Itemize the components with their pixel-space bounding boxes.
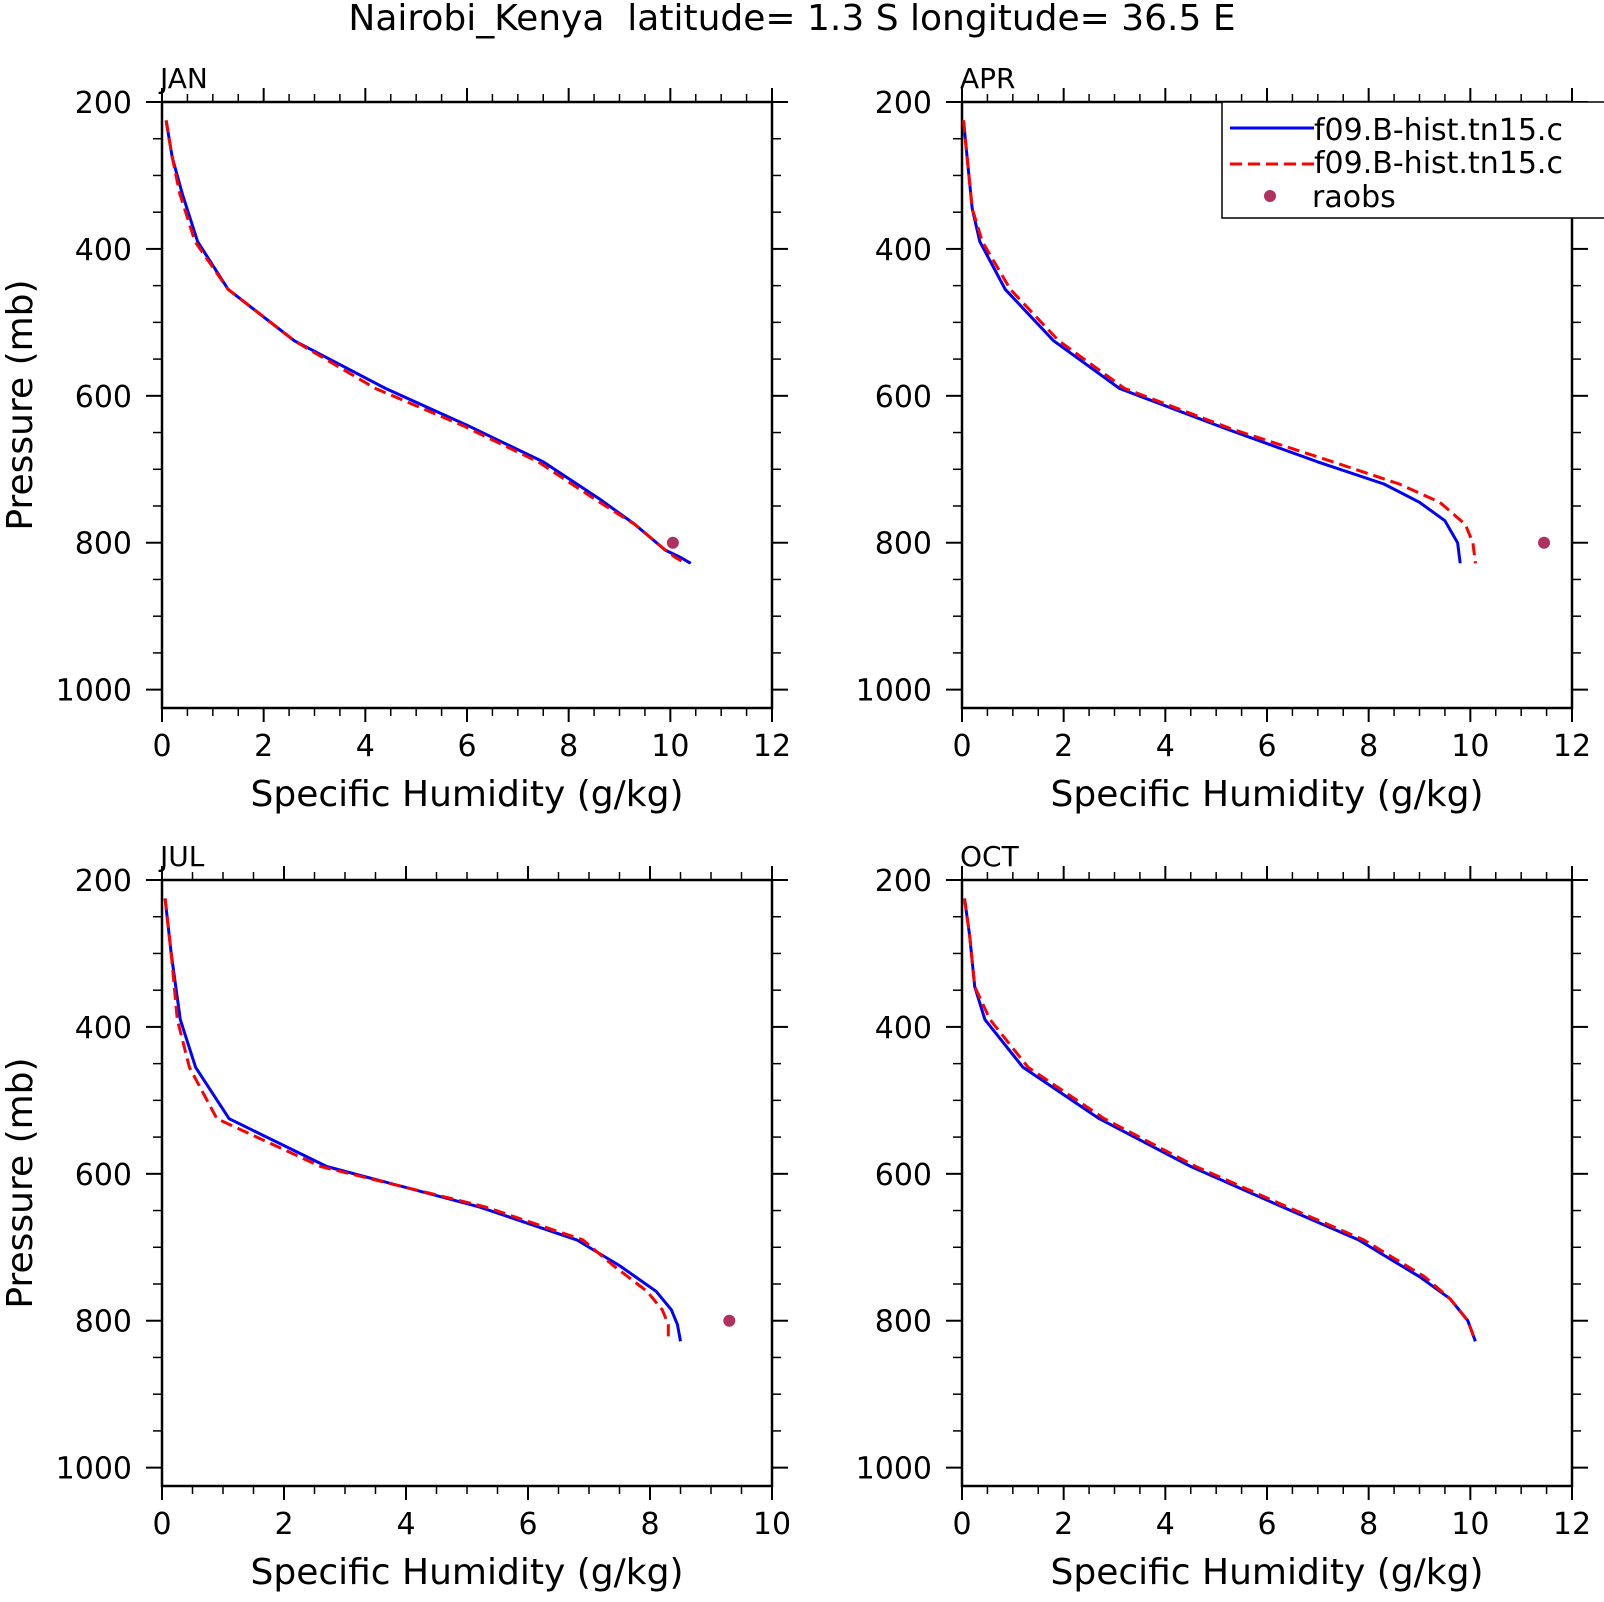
y-tick-label: 800 [875, 1305, 932, 1340]
x-axis-label: Specific Humidity (g/kg) [250, 774, 683, 815]
y-tick-label: 1000 [856, 1452, 932, 1487]
panel-title: JUL [158, 840, 205, 873]
x-axis-label: Specific Humidity (g/kg) [1050, 774, 1483, 815]
y-tick-label: 600 [875, 1158, 932, 1193]
x-tick-label: 0 [152, 1507, 171, 1542]
x-tick-label: 2 [1054, 729, 1073, 764]
raobs-point [666, 536, 679, 549]
y-tick-label: 800 [875, 527, 932, 562]
legend-label-3: raobs [1312, 180, 1396, 215]
panel-title: APR [960, 62, 1016, 95]
legend-label-1: f09.B-hist.tn15.c [1314, 113, 1563, 148]
x-tick-label: 12 [753, 729, 791, 764]
series-line-dashed [163, 898, 670, 1342]
x-tick-label: 0 [952, 729, 971, 764]
panel-jul: JUL 0 2 4 6 8 10 200 400 600 800 1000 Specific Humid… [0, 840, 791, 1593]
x-tick-label: 4 [1156, 1507, 1175, 1542]
x-tick-label: 6 [1257, 729, 1276, 764]
plot-frame [960, 878, 1574, 1488]
series-line-solid [963, 898, 1477, 1342]
x-tick-label: 10 [1451, 729, 1489, 764]
series-line-solid [163, 898, 682, 1342]
x-tick-label: 2 [1054, 1507, 1073, 1542]
panel-apr: APR 0 2 4 6 8 10 12 200 400 600 800 1000 Specific Hum… [856, 62, 1591, 815]
x-tick-label: 8 [1359, 729, 1378, 764]
y-tick-label: 200 [75, 864, 132, 899]
series-line-dashed [164, 120, 687, 565]
y-tick-label: 1000 [56, 674, 132, 709]
y-tick-label: 600 [75, 380, 132, 415]
y-axis-label: Pressure (mb) [0, 279, 41, 530]
x-tick-label: 0 [952, 1507, 971, 1542]
x-tick-label: 12 [1553, 1507, 1591, 1542]
y-tick-label: 800 [75, 1305, 132, 1340]
y-axis-label: Pressure (mb) [0, 1057, 41, 1308]
panel-title: OCT [960, 840, 1020, 873]
raobs-point [1538, 536, 1551, 549]
x-tick-label: 4 [356, 729, 375, 764]
y-tick-label: 200 [875, 86, 932, 121]
x-tick-label: 2 [274, 1507, 293, 1542]
x-tick-label: 4 [396, 1507, 415, 1542]
x-tick-label: 10 [1451, 1507, 1489, 1542]
y-tick-label: 800 [75, 527, 132, 562]
legend: f09.B-hist.tn15.c f09.B-hist.tn15.c raob… [1221, 101, 1604, 219]
raobs-point [723, 1314, 736, 1327]
x-axis-label: Specific Humidity (g/kg) [1050, 1552, 1483, 1593]
y-tick-label: 200 [875, 864, 932, 899]
panel-jan: JAN 0 2 4 6 8 10 12 200 400 600 800 1000 Specific Hum… [0, 62, 791, 815]
x-tick-label: 8 [559, 729, 578, 764]
x-axis-label: Specific Humidity (g/kg) [250, 1552, 683, 1593]
plot-frame [160, 878, 774, 1488]
plot-frame [160, 100, 774, 710]
y-tick-label: 400 [75, 1011, 132, 1046]
series-line-dashed [963, 898, 1477, 1342]
x-tick-label: 6 [1257, 1507, 1276, 1542]
series-line-dashed [962, 120, 1477, 564]
panel-title: JAN [158, 62, 208, 95]
y-tick-label: 400 [875, 233, 932, 268]
x-tick-label: 10 [651, 729, 689, 764]
panel-oct: OCT 0 2 4 6 8 10 12 200 400 600 800 1000 Specific Hum… [856, 840, 1591, 1593]
y-tick-label: 600 [875, 380, 932, 415]
x-tick-label: 0 [152, 729, 171, 764]
x-tick-label: 8 [1359, 1507, 1378, 1542]
y-tick-label: 200 [75, 86, 132, 121]
y-tick-label: 400 [875, 1011, 932, 1046]
legend-box [1221, 101, 1604, 219]
y-tick-label: 1000 [856, 674, 932, 709]
y-tick-label: 600 [75, 1158, 132, 1193]
y-tick-label: 1000 [56, 1452, 132, 1487]
y-tick-label: 400 [75, 233, 132, 268]
x-tick-label: 4 [1156, 729, 1175, 764]
series-line-solid [164, 120, 692, 565]
legend-marker-obs [1264, 190, 1276, 202]
x-tick-label: 10 [753, 1507, 791, 1542]
legend-label-2: f09.B-hist.tn15.c [1314, 146, 1563, 181]
x-tick-label: 12 [1553, 729, 1591, 764]
x-tick-label: 6 [457, 729, 476, 764]
x-tick-label: 2 [254, 729, 273, 764]
figure-title: Nairobi_Kenya latitude= 1.3 S longitude=… [348, 0, 1235, 39]
x-tick-label: 6 [518, 1507, 537, 1542]
x-tick-label: 8 [640, 1507, 659, 1542]
